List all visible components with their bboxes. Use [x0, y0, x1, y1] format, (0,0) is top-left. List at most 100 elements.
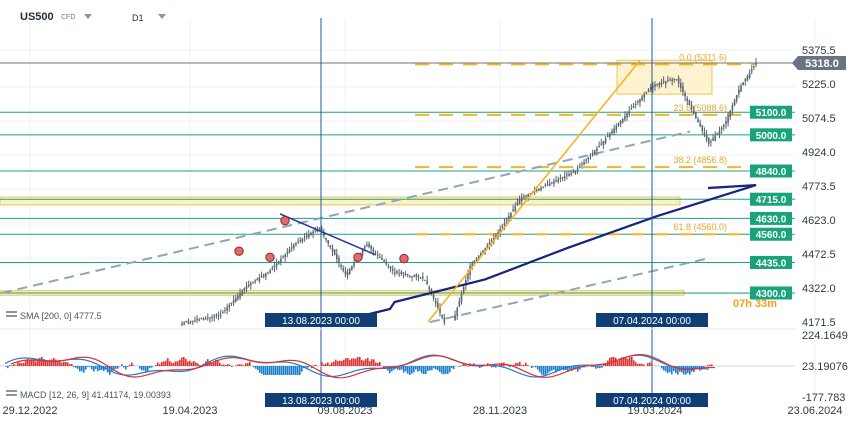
macd-histogram-bar: [689, 366, 691, 375]
candle-body: [520, 197, 523, 202]
macd-histogram-bar: [481, 366, 483, 367]
macd-histogram-bar: [125, 366, 127, 370]
candle-body: [662, 80, 665, 82]
candle-body: [230, 302, 233, 305]
macd-histogram-bar: [593, 366, 595, 368]
candle-body: [353, 262, 355, 266]
macd-histogram-bar: [281, 366, 283, 375]
candle-body: [568, 174, 570, 177]
candle-body: [753, 66, 755, 68]
candle-body: [282, 256, 284, 258]
symbol-name[interactable]: US500: [20, 11, 54, 23]
candle-body: [185, 321, 188, 323]
macd-histogram-bar: [663, 366, 665, 371]
candle-body: [589, 155, 592, 157]
candle-body: [576, 168, 579, 171]
candle-body: [647, 89, 650, 92]
price-tick-label: 4773.5: [802, 181, 836, 193]
candle-body: [523, 196, 525, 198]
candle-body: [731, 105, 734, 111]
candle-body: [301, 238, 304, 242]
candle-body: [398, 273, 400, 275]
macd-histogram-bar: [19, 362, 21, 366]
macd-histogram-bar: [67, 362, 69, 366]
candle-body: [181, 323, 183, 326]
macd-histogram-bar: [71, 363, 73, 366]
candle-body: [417, 276, 420, 278]
candle-body: [591, 152, 594, 156]
candle-body: [664, 81, 667, 84]
macd-histogram-bar: [259, 366, 261, 373]
candle-body: [499, 229, 502, 234]
macd-tick-label: 224.1649: [802, 330, 848, 342]
macd-histogram-bar: [435, 366, 437, 370]
macd-histogram-bar: [443, 366, 445, 375]
macd-histogram-bar: [147, 366, 149, 372]
macd-histogram-bar: [339, 360, 341, 366]
candle-body: [716, 133, 719, 135]
macd-histogram-bar: [415, 366, 417, 370]
macd-histogram-bar: [439, 366, 441, 373]
macd-histogram-bar: [285, 366, 287, 375]
candle-body: [342, 268, 345, 271]
macd-histogram-bar: [229, 364, 231, 366]
macd-histogram-bar: [445, 366, 447, 374]
timeframe-selector[interactable]: D1: [132, 13, 144, 23]
candle-body: [200, 317, 203, 320]
candle-body: [566, 174, 568, 176]
macd-histogram-bar: [27, 358, 29, 366]
candle-body: [379, 256, 381, 258]
macd-histogram-bar: [575, 366, 577, 370]
candle-body: [619, 121, 622, 125]
indicator-settings-icon[interactable]: [6, 310, 18, 320]
macd-settings-icon[interactable]: [6, 389, 18, 399]
candle-body: [213, 316, 216, 318]
candle-body: [424, 279, 426, 281]
candle-body: [557, 179, 560, 182]
candle-body: [189, 321, 192, 323]
macd-histogram-bar: [269, 366, 271, 375]
macd-histogram-bar: [561, 366, 563, 370]
macd-histogram-bar: [541, 366, 543, 375]
macd-histogram-bar: [429, 366, 431, 371]
macd-histogram-bar: [599, 366, 601, 369]
candle-body: [615, 126, 618, 130]
event-dot: [234, 246, 244, 256]
symbol-dropdown-icon[interactable]: [84, 14, 92, 19]
macd-histogram-bar: [69, 364, 71, 366]
candle-body: [624, 116, 626, 120]
macd-panel: [0, 328, 795, 379]
macd-histogram-bar: [385, 366, 387, 368]
macd-histogram-bar: [57, 361, 59, 366]
macd-histogram-bar: [39, 357, 41, 366]
macd-histogram-bar: [675, 366, 677, 374]
level-badge-label: 5100.0: [756, 108, 787, 119]
macd-signal-line: [10, 353, 716, 379]
candle-body: [207, 317, 209, 319]
date-marker-badge: [265, 313, 377, 327]
macd-histogram-bar: [519, 361, 521, 366]
macd-histogram-bar: [133, 365, 135, 366]
event-dot: [353, 252, 363, 262]
candle-body: [583, 161, 585, 165]
macd-histogram-bar: [635, 362, 637, 366]
macd-histogram-bar: [263, 366, 265, 375]
candle-body: [441, 314, 443, 318]
macd-histogram-bar: [13, 364, 15, 366]
macd-histogram-bar: [557, 366, 559, 371]
macd-histogram-bar: [25, 360, 27, 366]
macd-histogram-bar: [463, 362, 465, 366]
macd-histogram-bar: [219, 362, 221, 366]
timeframe-dropdown-icon[interactable]: [158, 14, 166, 19]
macd-histogram-bar: [277, 366, 279, 375]
candle-body: [503, 222, 506, 226]
macd-histogram-bar: [129, 364, 131, 366]
macd-histogram-bar: [193, 360, 195, 366]
macd-histogram-bar: [491, 366, 493, 368]
macd-histogram-bar: [423, 366, 425, 375]
candle-body: [351, 265, 353, 270]
macd-histogram-bar: [99, 366, 101, 371]
candle-body: [273, 265, 276, 268]
macd-histogram-bar: [545, 366, 547, 375]
